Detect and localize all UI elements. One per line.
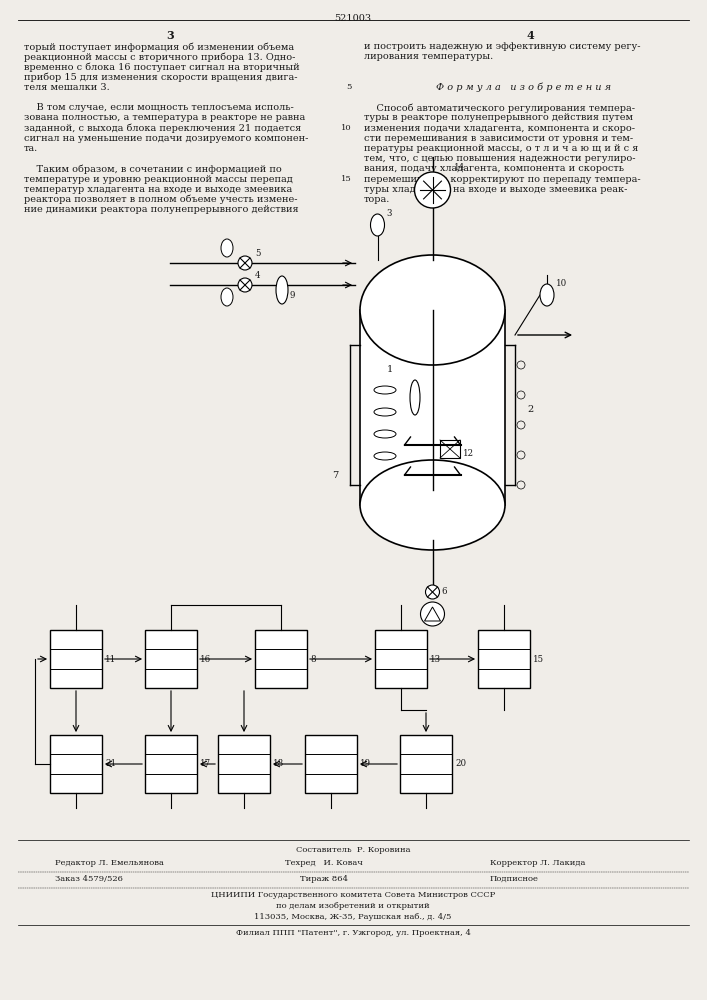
Ellipse shape — [370, 214, 385, 236]
Bar — [218, 735, 270, 793]
Text: Таким образом, в сочетании с информацией по: Таким образом, в сочетании с информацией… — [24, 164, 282, 174]
Text: 3: 3 — [166, 30, 174, 41]
Text: перемешивания корректируют по перепаду темпера-: перемешивания корректируют по перепаду т… — [364, 175, 641, 184]
Bar — [145, 630, 197, 688]
Text: температуре и уровню реакционной массы перепад: температуре и уровню реакционной массы п… — [24, 175, 293, 184]
Text: тем, что, с целью повышения надежности регулиро-: тем, что, с целью повышения надежности р… — [364, 154, 636, 163]
Text: 7: 7 — [332, 471, 338, 480]
Text: пературы реакционной массы, о т л и ч а ю щ и й с я: пературы реакционной массы, о т л и ч а … — [364, 144, 638, 153]
Text: 17: 17 — [200, 760, 211, 768]
Text: 3: 3 — [387, 209, 392, 218]
Text: прибор 15 для изменения скорости вращения двига-: прибор 15 для изменения скорости вращени… — [24, 73, 298, 82]
Text: лирования температуры.: лирования температуры. — [364, 52, 493, 61]
Ellipse shape — [360, 460, 505, 550]
Text: реакционной массы с вторичного прибора 13. Одно-: реакционной массы с вторичного прибора 1… — [24, 52, 296, 62]
Text: температур хладагента на входе и выходе змеевика: температур хладагента на входе и выходе … — [24, 185, 292, 194]
Text: вания, подачу хладагента, компонента и скорость: вания, подачу хладагента, компонента и с… — [364, 164, 624, 173]
Text: Корректор Л. Лакида: Корректор Л. Лакида — [490, 859, 585, 867]
Text: 19: 19 — [360, 760, 371, 768]
Text: теля мешалки 3.: теля мешалки 3. — [24, 83, 110, 92]
Text: тора.: тора. — [364, 195, 390, 204]
Text: 18: 18 — [273, 760, 284, 768]
Text: Составитель  Р. Коровина: Составитель Р. Коровина — [296, 846, 410, 854]
Ellipse shape — [276, 276, 288, 304]
Ellipse shape — [410, 380, 420, 415]
Ellipse shape — [221, 239, 233, 257]
Text: 4: 4 — [255, 270, 260, 279]
Bar — [400, 735, 452, 793]
Text: ние динамики реактора полунепрерывного действия: ние динамики реактора полунепрерывного д… — [24, 205, 298, 214]
Text: Техред   И. Ковач: Техред И. Ковач — [285, 859, 363, 867]
Bar — [440, 440, 460, 458]
Text: Ф о р м у л а   и з о б р е т е н и я: Ф о р м у л а и з о б р е т е н и я — [436, 83, 612, 92]
Text: 1: 1 — [387, 365, 393, 374]
Bar — [50, 735, 102, 793]
Text: Тираж 864: Тираж 864 — [300, 875, 348, 883]
Text: туры в реакторе полунепрерывного действия путем: туры в реакторе полунепрерывного действи… — [364, 113, 633, 122]
Ellipse shape — [360, 255, 505, 365]
Text: заданной, с выхода блока переключения 21 подается: заданной, с выхода блока переключения 21… — [24, 124, 301, 133]
Text: Редактор Л. Емельянова: Редактор Л. Емельянова — [55, 859, 164, 867]
Text: 20: 20 — [455, 760, 466, 768]
Text: 10: 10 — [556, 278, 567, 288]
Text: ЦНИИПИ Государственного комитета Совета Министров СССР: ЦНИИПИ Государственного комитета Совета … — [211, 891, 495, 899]
Text: 11: 11 — [105, 654, 116, 664]
Text: Филиал ППП "Патент", г. Ужгород, ул. Проектная, 4: Филиал ППП "Патент", г. Ужгород, ул. Про… — [235, 929, 470, 937]
Text: та.: та. — [24, 144, 38, 153]
Bar — [375, 630, 427, 688]
Circle shape — [238, 256, 252, 270]
Text: сигнал на уменьшение подачи дозируемого компонен-: сигнал на уменьшение подачи дозируемого … — [24, 134, 308, 143]
Text: сти перемешивания в зависимости от уровня и тем-: сти перемешивания в зависимости от уровн… — [364, 134, 633, 143]
Text: 9: 9 — [290, 290, 296, 300]
Text: 12: 12 — [463, 449, 474, 458]
Circle shape — [426, 585, 440, 599]
Text: 10: 10 — [341, 124, 352, 132]
Text: Способ автоматического регулирования темпера-: Способ автоматического регулирования тем… — [364, 103, 635, 113]
Circle shape — [238, 278, 252, 292]
Circle shape — [421, 602, 445, 626]
Text: временно с блока 16 поступает сигнал на вторичный: временно с блока 16 поступает сигнал на … — [24, 62, 300, 72]
Text: 4: 4 — [526, 30, 534, 41]
Text: 15: 15 — [533, 654, 544, 664]
Text: 8: 8 — [310, 654, 315, 664]
Text: 15: 15 — [341, 175, 352, 183]
Text: 6: 6 — [441, 587, 447, 596]
Text: изменения подачи хладагента, компонента и скоро-: изменения подачи хладагента, компонента … — [364, 124, 635, 133]
Text: 5: 5 — [346, 83, 352, 91]
Text: 5: 5 — [255, 248, 260, 257]
Bar — [50, 630, 102, 688]
Bar — [360, 310, 505, 505]
Text: 521003: 521003 — [334, 14, 372, 23]
Text: и построить надежную и эффективную систему регу-: и построить надежную и эффективную систе… — [364, 42, 641, 51]
Text: торый поступает информация об изменении объема: торый поступает информация об изменении … — [24, 42, 294, 51]
Text: 113035, Москва, Ж-35, Раушская наб., д. 4/5: 113035, Москва, Ж-35, Раушская наб., д. … — [255, 913, 452, 921]
Text: реактора позволяет в полном объеме учесть измене-: реактора позволяет в полном объеме учест… — [24, 195, 298, 205]
Text: зована полностью, а температура в реакторе не равна: зована полностью, а температура в реакто… — [24, 113, 305, 122]
Text: Подписное: Подписное — [490, 875, 539, 883]
Text: Заказ 4579/526: Заказ 4579/526 — [55, 875, 123, 883]
Bar — [478, 630, 530, 688]
Text: по делам изобретений и открытий: по делам изобретений и открытий — [276, 902, 430, 910]
Text: 13: 13 — [430, 654, 441, 664]
Text: 14: 14 — [453, 162, 464, 172]
Bar — [305, 735, 357, 793]
Text: 21: 21 — [105, 760, 116, 768]
Bar — [255, 630, 307, 688]
Ellipse shape — [540, 284, 554, 306]
Text: 2: 2 — [527, 406, 533, 414]
Bar — [145, 735, 197, 793]
Text: 16: 16 — [200, 654, 211, 664]
Text: В том случае, если мощность теплосъема исполь-: В том случае, если мощность теплосъема и… — [24, 103, 293, 112]
Ellipse shape — [221, 288, 233, 306]
Text: туры хладагента на входе и выходе змеевика реак-: туры хладагента на входе и выходе змееви… — [364, 185, 627, 194]
Circle shape — [414, 172, 450, 208]
